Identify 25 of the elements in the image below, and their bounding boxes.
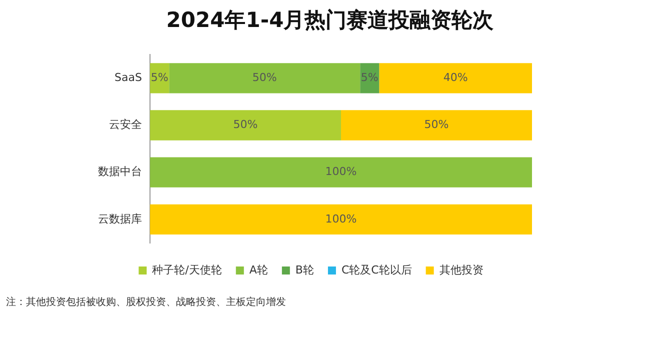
bar — [150, 110, 341, 140]
legend-label: 其他投资 — [439, 263, 484, 276]
data-label: 5% — [360, 71, 378, 84]
data-label: 100% — [325, 212, 357, 226]
bar — [379, 63, 532, 94]
y-tick-label: 云数据库 — [98, 212, 142, 226]
bar — [150, 204, 532, 235]
data-label: 5% — [150, 71, 168, 84]
bar — [169, 63, 360, 94]
legend-label: B轮 — [295, 263, 314, 276]
y-tick-label: SaaS — [114, 71, 142, 84]
bar — [150, 157, 532, 188]
data-label: 40% — [443, 71, 468, 84]
bar — [341, 110, 532, 140]
data-label: 50% — [424, 118, 449, 132]
data-label: 50% — [252, 71, 277, 84]
data-label: 100% — [325, 165, 357, 178]
y-tick-label: 数据中台 — [98, 165, 142, 178]
data-label: 50% — [233, 118, 258, 132]
legend-label: C轮及C轮以后 — [341, 263, 412, 276]
legend-label: A轮 — [249, 263, 268, 276]
legend-label: 种子轮/天使轮 — [152, 263, 222, 276]
chart-title: 2024年1-4月热门赛道投融资轮次 — [165, 7, 495, 34]
y-tick-label: 云安全 — [109, 118, 142, 132]
text: 注：其他投资包括被收购、股权投资、战略投资、主板定向增发 — [6, 296, 286, 309]
